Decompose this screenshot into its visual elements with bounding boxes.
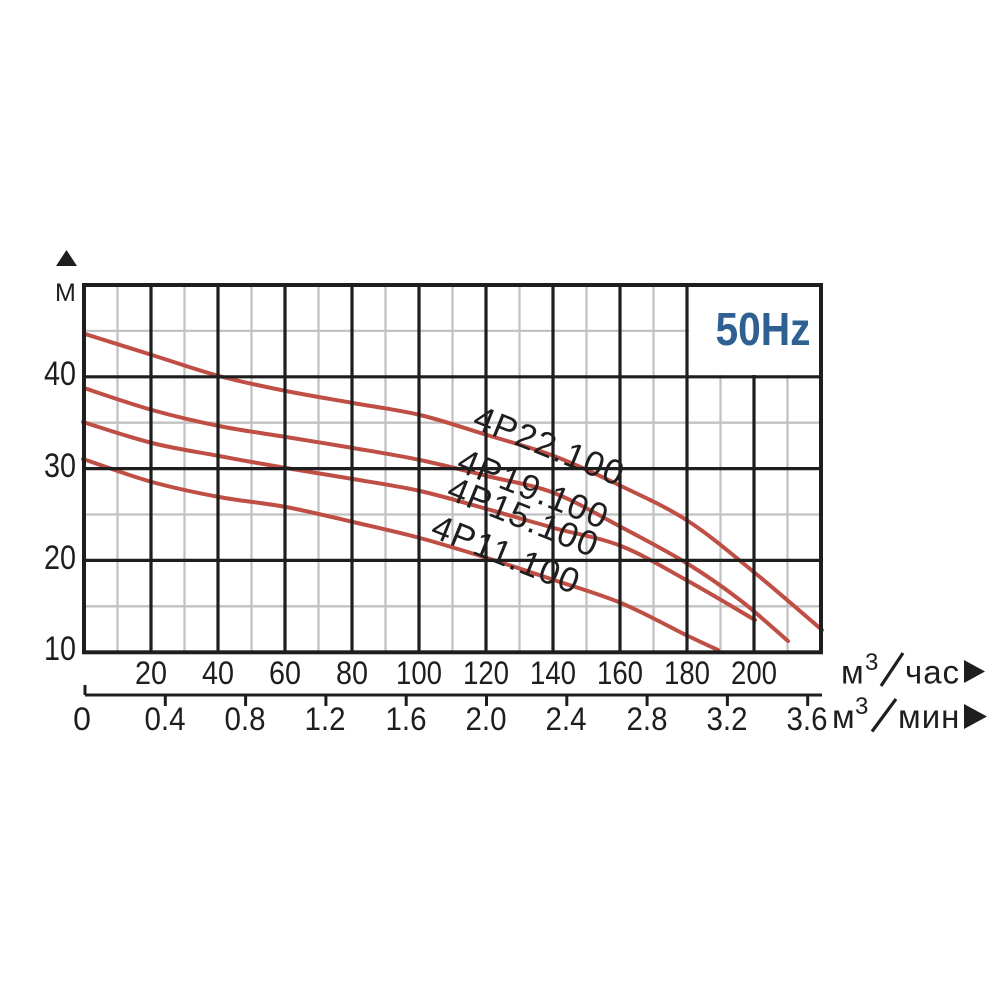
svg-text:160: 160	[597, 655, 643, 691]
svg-text:120: 120	[463, 655, 509, 691]
svg-text:140: 140	[530, 655, 576, 691]
svg-text:1.2: 1.2	[305, 701, 346, 737]
svg-text:м: м	[841, 654, 864, 691]
svg-text:час: час	[905, 654, 960, 691]
svg-text:0.4: 0.4	[145, 701, 186, 737]
svg-text:0.8: 0.8	[225, 701, 266, 737]
svg-text:м: м	[832, 698, 855, 735]
svg-text:10: 10	[44, 630, 76, 668]
svg-text:мин: мин	[898, 698, 960, 735]
svg-text:40: 40	[202, 655, 234, 691]
svg-text:40: 40	[44, 355, 76, 393]
svg-text:80: 80	[336, 655, 368, 691]
svg-text:1.6: 1.6	[386, 701, 427, 737]
svg-text:2.8: 2.8	[627, 701, 668, 737]
svg-text:M: M	[55, 279, 76, 307]
svg-text:3: 3	[855, 693, 868, 720]
svg-text:180: 180	[664, 655, 710, 691]
svg-text:100: 100	[396, 655, 442, 691]
svg-text:20: 20	[44, 539, 76, 577]
svg-text:30: 30	[44, 447, 76, 485]
svg-text:3.6: 3.6	[787, 701, 828, 737]
svg-text:0: 0	[73, 701, 91, 737]
svg-text:2.4: 2.4	[546, 701, 587, 737]
svg-text:3: 3	[865, 649, 878, 676]
svg-text:200: 200	[731, 655, 777, 691]
svg-text:20: 20	[135, 655, 167, 691]
svg-text:2.0: 2.0	[466, 701, 507, 737]
svg-text:60: 60	[269, 655, 301, 691]
svg-text:50Hz: 50Hz	[716, 303, 811, 355]
svg-text:3.2: 3.2	[707, 701, 748, 737]
